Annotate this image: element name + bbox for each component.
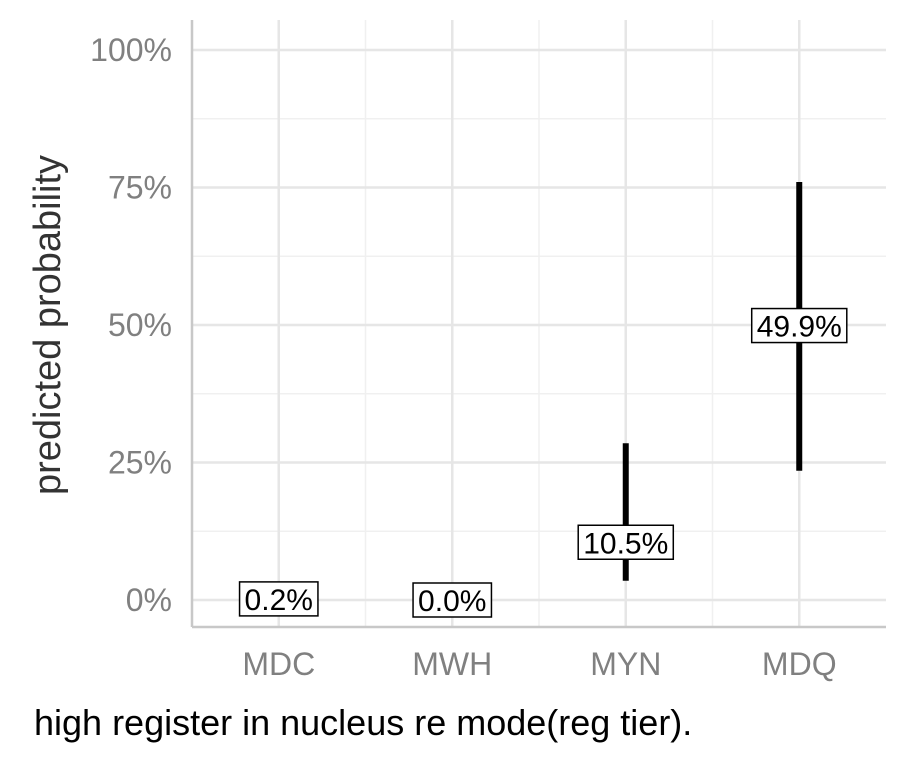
x-tick-labels: MDC MWH MYN MDQ	[242, 646, 836, 682]
y-axis-title: predicted probability	[27, 155, 69, 495]
data-label-box	[238, 581, 319, 617]
data-label-box	[577, 524, 675, 560]
y-tick-label: 0%	[126, 582, 172, 618]
data-label-box	[412, 582, 493, 618]
data-label-text: 10.5%	[583, 527, 668, 560]
y-tick-label: 100%	[90, 32, 172, 68]
y-tick-label: 75%	[108, 170, 172, 206]
data-labels: 0.2% 0.0% 10.5% 49.9%	[238, 307, 848, 618]
data-label: 0.0%	[412, 582, 493, 618]
data-label: 49.9%	[750, 307, 848, 344]
x-tick-label: MWH	[412, 646, 492, 682]
x-axis-title: high register in nucleus re mode(reg tie…	[34, 702, 692, 743]
y-tick-labels: 0% 25% 50% 75% 100%	[90, 32, 172, 618]
data-label-box	[750, 307, 848, 344]
data-label-text: 0.0%	[418, 585, 486, 618]
y-tick-label: 25%	[108, 445, 172, 481]
x-tick-label: MDC	[242, 646, 315, 682]
data-label-text: 0.2%	[245, 584, 313, 617]
data-label: 0.2%	[238, 581, 319, 617]
y-tick-label: 50%	[108, 307, 172, 343]
x-tick-label: MDQ	[762, 646, 837, 682]
axes	[190, 20, 886, 629]
data-label: 10.5%	[577, 524, 675, 560]
data-label-text: 49.9%	[757, 311, 842, 344]
x-tick-label: MYN	[590, 646, 661, 682]
